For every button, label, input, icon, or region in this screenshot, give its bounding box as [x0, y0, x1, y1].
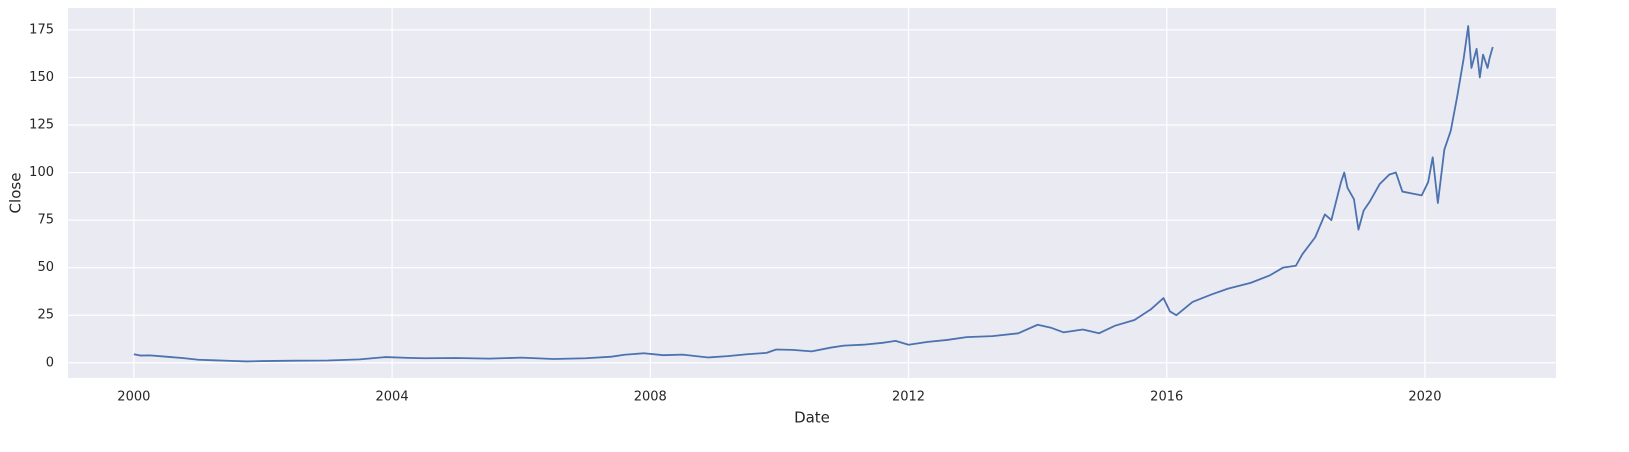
y-tick-label: 0: [46, 355, 54, 370]
y-tick-label: 150: [29, 70, 54, 85]
x-tick-label: 2008: [634, 390, 667, 405]
x-axis-label: Date: [794, 409, 830, 427]
x-tick-label: 2016: [1150, 390, 1183, 405]
line: [133, 25, 1494, 363]
x-tick-label: 2004: [376, 390, 409, 405]
y-tick-label: 125: [29, 117, 54, 132]
y-tick-label: 50: [37, 260, 54, 275]
y-tick-label: 25: [37, 308, 54, 323]
x-tick-label: 2000: [117, 390, 150, 405]
y-tick-label: 75: [37, 213, 54, 228]
y-axis-label: Close: [7, 173, 25, 214]
plot-area: [68, 8, 1556, 378]
x-tick-label: 2012: [892, 390, 925, 405]
x-tick-label: 2020: [1408, 390, 1441, 405]
y-tick-label: 100: [29, 165, 54, 180]
y-tick-label: 175: [29, 22, 54, 37]
